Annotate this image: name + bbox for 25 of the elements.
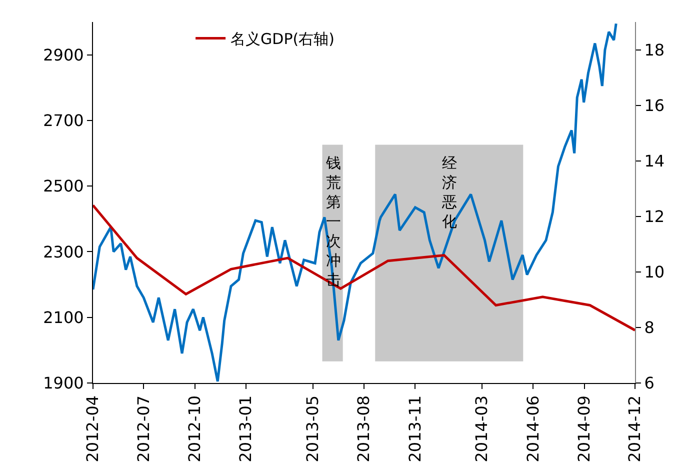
- y2-tick-label: 16: [644, 96, 665, 115]
- x-tick-label: 2012-04: [83, 395, 102, 462]
- x-tick-label: 2014-06: [523, 395, 542, 462]
- x-tick-label: 2012-07: [134, 395, 153, 462]
- x-tick-label: 2014-12: [625, 395, 644, 462]
- y-tick-label: 2900: [43, 45, 84, 64]
- x-tick-label: 2014-03: [472, 395, 492, 462]
- y2-tick-label: 6: [644, 374, 654, 393]
- y-tick-label: 2700: [43, 111, 84, 130]
- legend-label: 名义GDP(右轴): [230, 30, 334, 48]
- x-tick-label: 2013-01: [236, 395, 256, 462]
- y2-tick-label: 10: [644, 262, 665, 282]
- x-tick-label: 2012-10: [185, 395, 204, 462]
- y-tick-label: 2100: [43, 308, 84, 327]
- x-tick-label: 2013-11: [405, 395, 424, 462]
- y2-tick-label: 14: [644, 151, 665, 170]
- y2-tick-label: 18: [644, 40, 665, 60]
- y-tick-label: 1900: [43, 374, 84, 393]
- x-tick-label: 2014-09: [574, 395, 594, 462]
- y2-tick-label: 8: [644, 318, 654, 338]
- x-tick-label: 2013-08: [354, 395, 374, 462]
- y-tick-label: 2500: [43, 176, 84, 196]
- y2-tick-label: 12: [644, 206, 665, 226]
- x-tick-label: 2013-05: [303, 395, 322, 462]
- y-tick-label: 2300: [43, 242, 84, 262]
